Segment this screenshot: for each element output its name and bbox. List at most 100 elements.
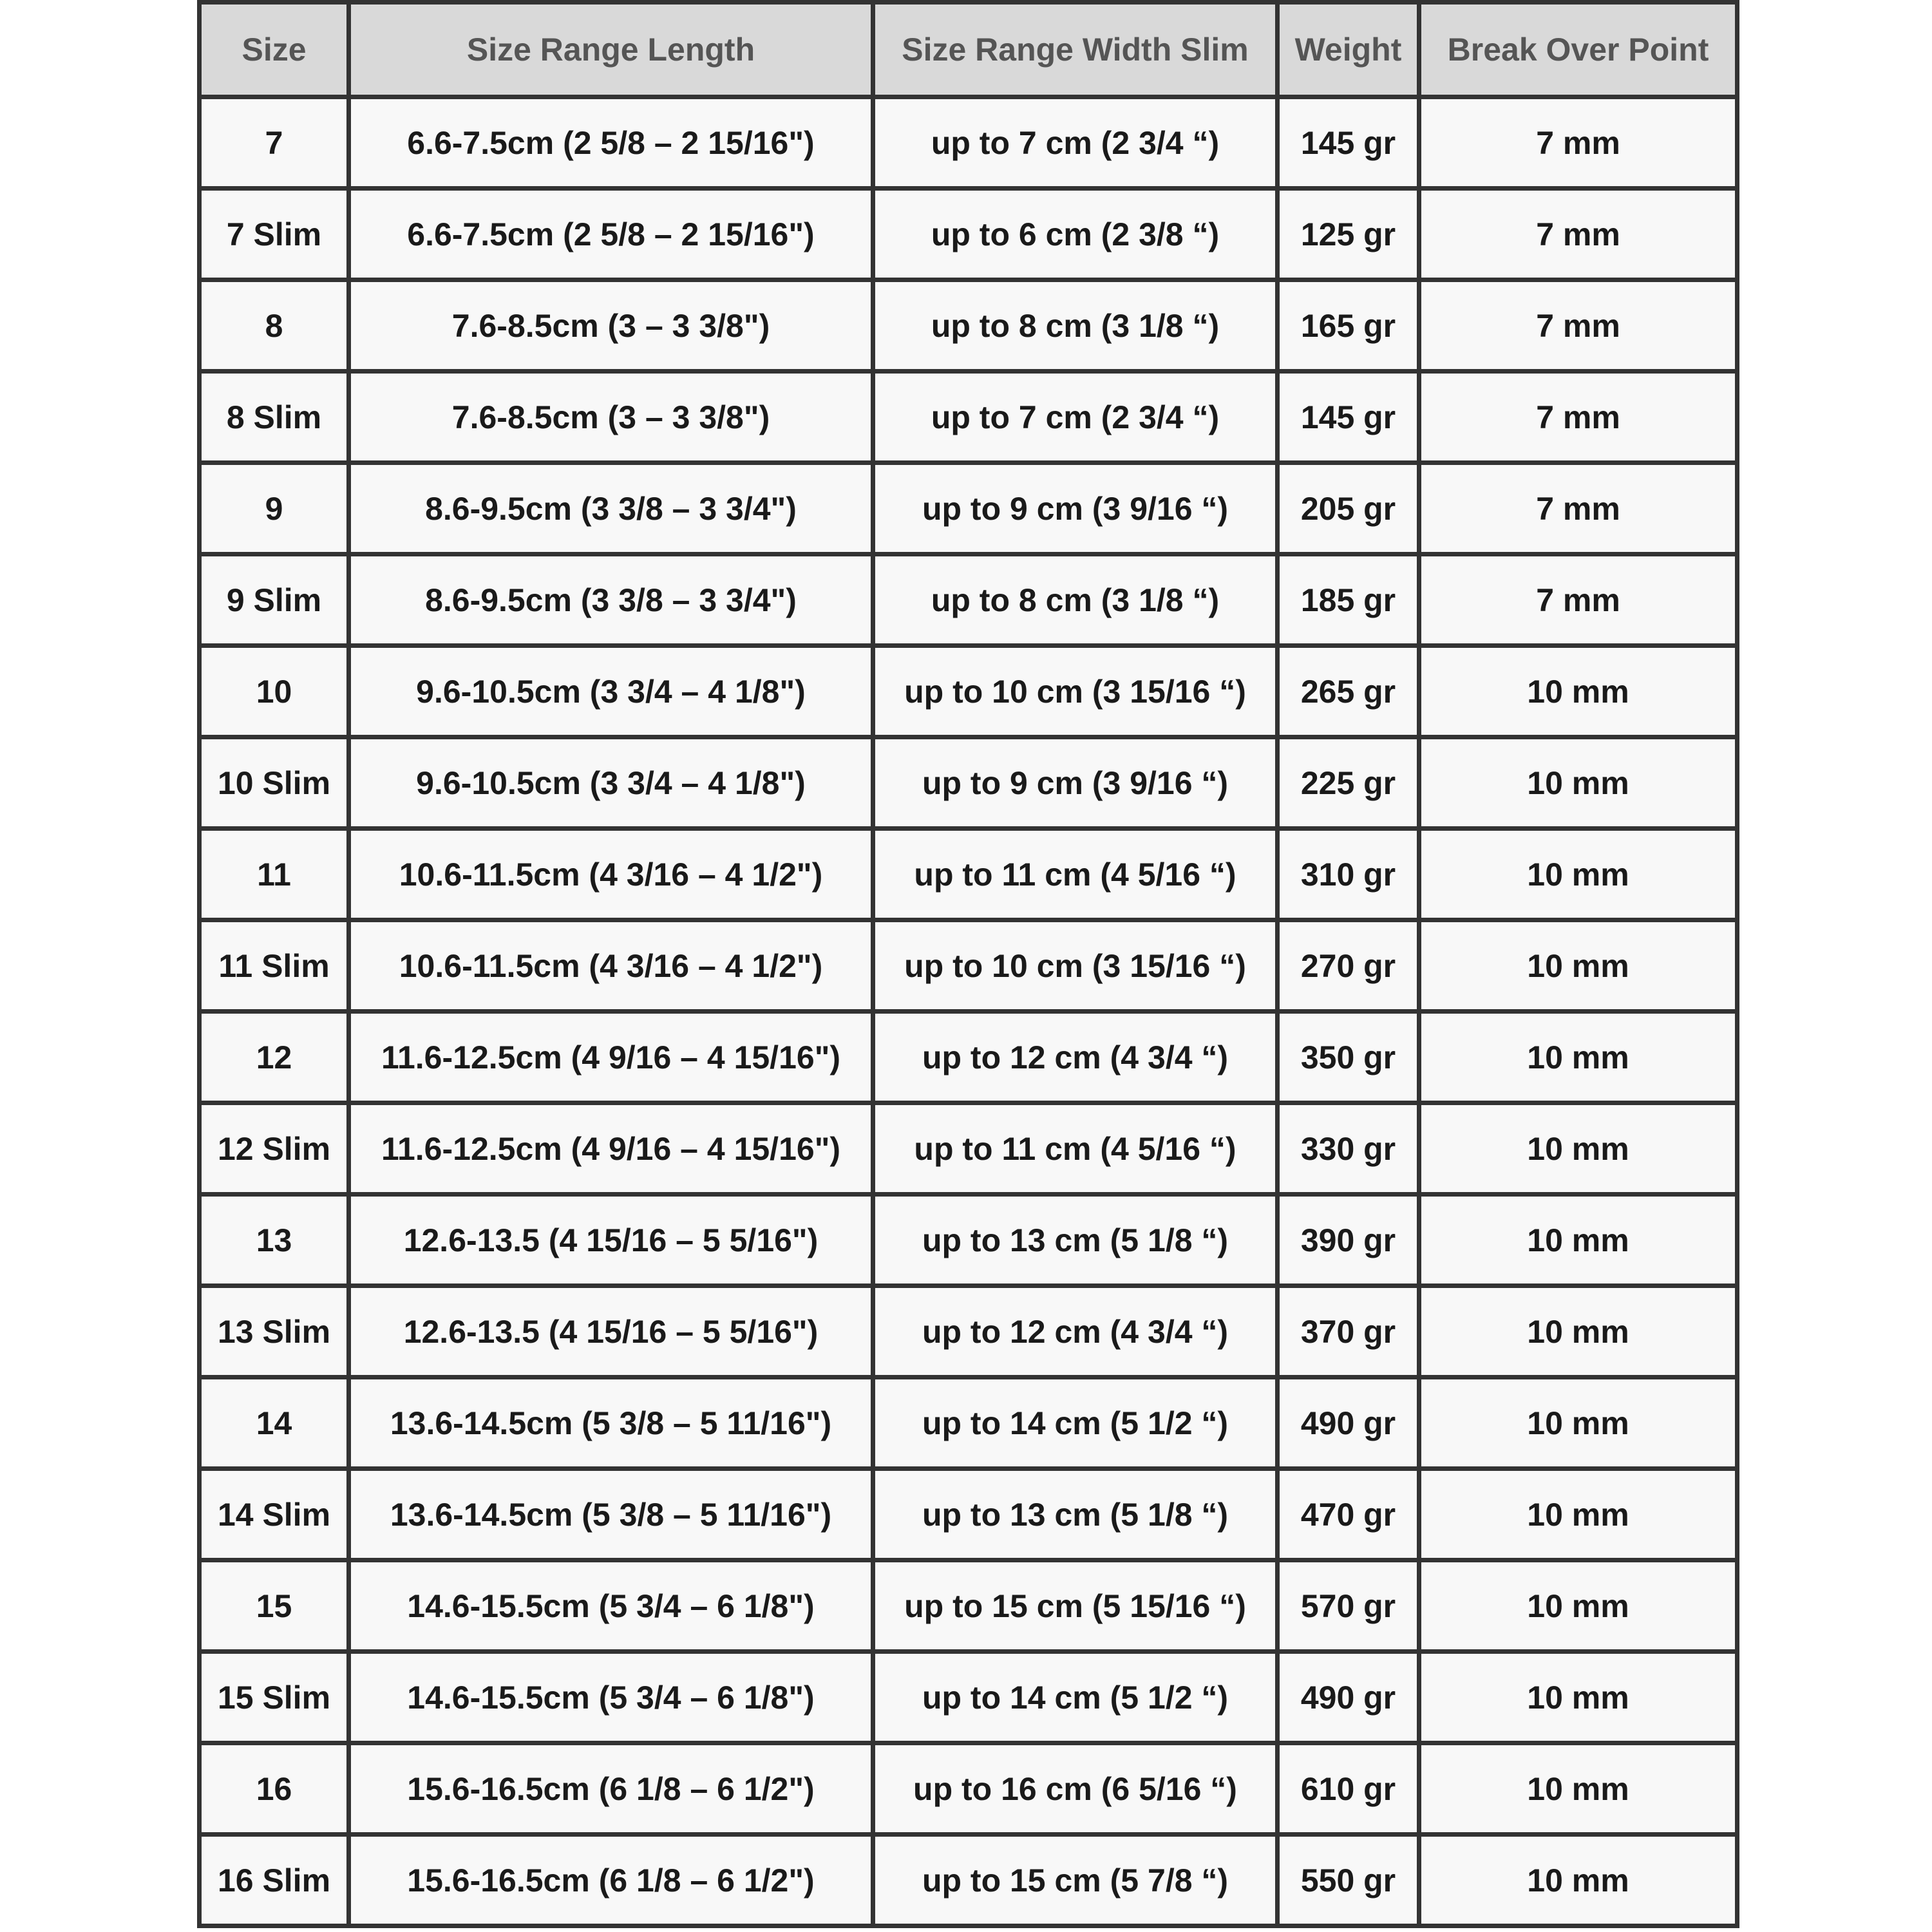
header-length: Size Range Length bbox=[346, 0, 875, 99]
cell-size: 16 Slim bbox=[197, 1832, 351, 1928]
cell-width-slim: up to 11 cm (4 5/16 “) bbox=[871, 826, 1280, 922]
cell-size: 11 bbox=[197, 826, 351, 922]
cell-width-slim: up to 14 cm (5 1/2 “) bbox=[871, 1649, 1280, 1745]
table-row: 10 9.6-10.5cm (3 3/4 – 4 1/8") up to 10 cm… bbox=[197, 643, 1739, 739]
table-row: 16 Slim 15.6-16.5cm (6 1/8 – 6 1/2") up to… bbox=[197, 1832, 1739, 1928]
cell-width-slim: up to 6 cm (2 3/8 “) bbox=[871, 186, 1280, 282]
cell-weight: 265 gr bbox=[1275, 643, 1421, 739]
header-break-over-point: Break Over Point bbox=[1417, 0, 1739, 99]
cell-width-slim: up to 10 cm (3 15/16 “) bbox=[871, 643, 1280, 739]
header-weight: Weight bbox=[1275, 0, 1421, 99]
table-row: 11 10.6-11.5cm (4 3/16 – 4 1/2") up to 11 … bbox=[197, 826, 1739, 922]
cell-break-over-point: 10 mm bbox=[1417, 826, 1739, 922]
header-row: Size Size Range Length Size Range Width Sl… bbox=[197, 0, 1739, 99]
cell-length: 8.6-9.5cm (3 3/8 – 3 3/4") bbox=[346, 460, 875, 556]
cell-size: 9 bbox=[197, 460, 351, 556]
cell-width-slim: up to 9 cm (3 9/16 “) bbox=[871, 460, 1280, 556]
cell-length: 9.6-10.5cm (3 3/4 – 4 1/8") bbox=[346, 735, 875, 831]
cell-size: 15 bbox=[197, 1558, 351, 1654]
cell-length: 7.6-8.5cm (3 – 3 3/8") bbox=[346, 369, 875, 465]
cell-length: 11.6-12.5cm (4 9/16 – 4 15/16") bbox=[346, 1101, 875, 1197]
cell-length: 10.6-11.5cm (4 3/16 – 4 1/2") bbox=[346, 826, 875, 922]
cell-weight: 125 gr bbox=[1275, 186, 1421, 282]
table-row: 13 12.6-13.5 (4 15/16 – 5 5/16") up to 13 … bbox=[197, 1192, 1739, 1288]
cell-weight: 610 gr bbox=[1275, 1741, 1421, 1837]
cell-break-over-point: 10 mm bbox=[1417, 1558, 1739, 1654]
table-row: 16 15.6-16.5cm (6 1/8 – 6 1/2") up to 16 c… bbox=[197, 1741, 1739, 1837]
table-row: 12 Slim 11.6-12.5cm (4 9/16 – 4 15/16") up… bbox=[197, 1101, 1739, 1197]
cell-size: 12 Slim bbox=[197, 1101, 351, 1197]
cell-weight: 145 gr bbox=[1275, 95, 1421, 191]
cell-length: 13.6-14.5cm (5 3/8 – 5 11/16") bbox=[346, 1375, 875, 1471]
cell-break-over-point: 7 mm bbox=[1417, 95, 1739, 191]
cell-break-over-point: 10 mm bbox=[1417, 918, 1739, 1014]
cell-break-over-point: 10 mm bbox=[1417, 1375, 1739, 1471]
cell-weight: 185 gr bbox=[1275, 552, 1421, 648]
table-row: 15 Slim 14.6-15.5cm (5 3/4 – 6 1/8") up to… bbox=[197, 1649, 1739, 1745]
cell-length: 8.6-9.5cm (3 3/8 – 3 3/4") bbox=[346, 552, 875, 648]
cell-break-over-point: 7 mm bbox=[1417, 460, 1739, 556]
cell-break-over-point: 10 mm bbox=[1417, 1832, 1739, 1928]
cell-length: 15.6-16.5cm (6 1/8 – 6 1/2") bbox=[346, 1741, 875, 1837]
cell-length: 14.6-15.5cm (5 3/4 – 6 1/8") bbox=[346, 1649, 875, 1745]
cell-weight: 570 gr bbox=[1275, 1558, 1421, 1654]
cell-size: 12 bbox=[197, 1009, 351, 1105]
cell-size: 7 Slim bbox=[197, 186, 351, 282]
cell-break-over-point: 10 mm bbox=[1417, 1466, 1739, 1562]
cell-break-over-point: 7 mm bbox=[1417, 186, 1739, 282]
cell-length: 12.6-13.5 (4 15/16 – 5 5/16") bbox=[346, 1283, 875, 1379]
cell-size: 10 bbox=[197, 643, 351, 739]
cell-length: 6.6-7.5cm (2 5/8 – 2 15/16") bbox=[346, 186, 875, 282]
cell-width-slim: up to 7 cm (2 3/4 “) bbox=[871, 95, 1280, 191]
cell-width-slim: up to 7 cm (2 3/4 “) bbox=[871, 369, 1280, 465]
cell-break-over-point: 10 mm bbox=[1417, 1741, 1739, 1837]
cell-size: 13 Slim bbox=[197, 1283, 351, 1379]
cell-length: 13.6-14.5cm (5 3/8 – 5 11/16") bbox=[346, 1466, 875, 1562]
cell-break-over-point: 10 mm bbox=[1417, 1101, 1739, 1197]
cell-weight: 145 gr bbox=[1275, 369, 1421, 465]
table-row: 8 7.6-8.5cm (3 – 3 3/8") up to 8 cm (3 1/8… bbox=[197, 278, 1739, 374]
cell-width-slim: up to 12 cm (4 3/4 “) bbox=[871, 1283, 1280, 1379]
cell-size: 13 bbox=[197, 1192, 351, 1288]
cell-length: 15.6-16.5cm (6 1/8 – 6 1/2") bbox=[346, 1832, 875, 1928]
cell-length: 7.6-8.5cm (3 – 3 3/8") bbox=[346, 278, 875, 374]
cell-size: 14 bbox=[197, 1375, 351, 1471]
cell-size: 15 Slim bbox=[197, 1649, 351, 1745]
cell-length: 14.6-15.5cm (5 3/4 – 6 1/8") bbox=[346, 1558, 875, 1654]
cell-length: 6.6-7.5cm (2 5/8 – 2 15/16") bbox=[346, 95, 875, 191]
cell-break-over-point: 10 mm bbox=[1417, 1192, 1739, 1288]
cell-break-over-point: 7 mm bbox=[1417, 369, 1739, 465]
cell-weight: 490 gr bbox=[1275, 1649, 1421, 1745]
cell-width-slim: up to 12 cm (4 3/4 “) bbox=[871, 1009, 1280, 1105]
cell-weight: 470 gr bbox=[1275, 1466, 1421, 1562]
cell-break-over-point: 10 mm bbox=[1417, 1283, 1739, 1379]
table-row: 14 13.6-14.5cm (5 3/8 – 5 11/16") up to 14… bbox=[197, 1375, 1739, 1471]
cell-size: 8 bbox=[197, 278, 351, 374]
cell-break-over-point: 10 mm bbox=[1417, 1649, 1739, 1745]
cell-length: 12.6-13.5 (4 15/16 – 5 5/16") bbox=[346, 1192, 875, 1288]
table-row: 7 6.6-7.5cm (2 5/8 – 2 15/16") up to 7 cm … bbox=[197, 95, 1739, 191]
cell-size: 14 Slim bbox=[197, 1466, 351, 1562]
cell-size: 7 bbox=[197, 95, 351, 191]
size-chart-table: Size Size Range Length Size Range Width Sl… bbox=[197, 0, 1739, 1928]
table-row: 14 Slim 13.6-14.5cm (5 3/8 – 5 11/16") up … bbox=[197, 1466, 1739, 1562]
table-row: 12 11.6-12.5cm (4 9/16 – 4 15/16") up to 1… bbox=[197, 1009, 1739, 1105]
cell-size: 11 Slim bbox=[197, 918, 351, 1014]
cell-weight: 370 gr bbox=[1275, 1283, 1421, 1379]
cell-weight: 390 gr bbox=[1275, 1192, 1421, 1288]
cell-weight: 270 gr bbox=[1275, 918, 1421, 1014]
cell-weight: 490 gr bbox=[1275, 1375, 1421, 1471]
cell-weight: 225 gr bbox=[1275, 735, 1421, 831]
cell-size: 10 Slim bbox=[197, 735, 351, 831]
table-row: 7 Slim 6.6-7.5cm (2 5/8 – 2 15/16") up to … bbox=[197, 186, 1739, 282]
table-row: 11 Slim 10.6-11.5cm (4 3/16 – 4 1/2") up t… bbox=[197, 918, 1739, 1014]
table-row: 9 8.6-9.5cm (3 3/8 – 3 3/4") up to 9 cm (3… bbox=[197, 460, 1739, 556]
table-row: 15 14.6-15.5cm (5 3/4 – 6 1/8") up to 15 c… bbox=[197, 1558, 1739, 1654]
cell-width-slim: up to 9 cm (3 9/16 “) bbox=[871, 735, 1280, 831]
cell-size: 16 bbox=[197, 1741, 351, 1837]
table-row: 10 Slim 9.6-10.5cm (3 3/4 – 4 1/8") up to … bbox=[197, 735, 1739, 831]
header-size: Size bbox=[197, 0, 351, 99]
cell-width-slim: up to 16 cm (6 5/16 “) bbox=[871, 1741, 1280, 1837]
header-width-slim: Size Range Width Slim bbox=[871, 0, 1280, 99]
table-row: 8 Slim 7.6-8.5cm (3 – 3 3/8") up to 7 cm (… bbox=[197, 369, 1739, 465]
